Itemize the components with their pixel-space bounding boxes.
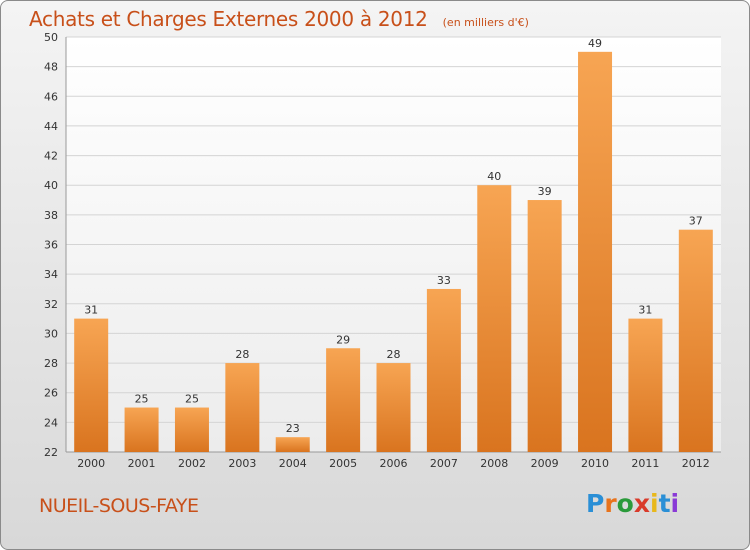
y-tick-label: 32 — [44, 298, 58, 311]
y-tick-label: 34 — [44, 268, 58, 281]
bar — [275, 437, 310, 452]
x-tick-label: 2004 — [279, 457, 307, 470]
y-tick-label: 42 — [44, 150, 58, 163]
bar — [628, 318, 663, 452]
bar — [326, 348, 361, 452]
data-label: 29 — [336, 333, 350, 346]
y-tick-label: 22 — [44, 446, 58, 459]
y-tick-label: 24 — [44, 416, 58, 429]
y-tick-label: 50 — [44, 31, 58, 44]
y-tick-label: 26 — [44, 387, 58, 400]
x-tick-label: 2000 — [77, 457, 105, 470]
x-tick-label: 2003 — [228, 457, 256, 470]
y-tick-label: 36 — [44, 239, 58, 252]
bar — [527, 200, 562, 452]
bar — [225, 363, 260, 452]
bar — [578, 51, 613, 452]
bar — [678, 229, 713, 452]
x-tick-label: 2012 — [682, 457, 710, 470]
x-tick-label: 2005 — [329, 457, 357, 470]
bar — [376, 363, 411, 452]
data-label: 49 — [588, 37, 602, 50]
logo-letter: P — [586, 489, 605, 518]
data-label: 31 — [84, 304, 98, 317]
y-tick-label: 40 — [44, 179, 58, 192]
logo-letter: o — [616, 489, 634, 518]
x-tick-label: 2011 — [631, 457, 659, 470]
x-tick-label: 2002 — [178, 457, 206, 470]
logo-letter: x — [633, 489, 650, 518]
x-tick-label: 2006 — [380, 457, 408, 470]
data-label: 37 — [689, 215, 703, 228]
data-label: 39 — [538, 185, 552, 198]
chart-title: Achats et Charges Externes 2000 à 2012 — [29, 7, 428, 31]
data-label: 25 — [135, 393, 149, 406]
y-tick-label: 38 — [44, 209, 58, 222]
data-label: 23 — [286, 422, 300, 435]
x-tick-label: 2007 — [430, 457, 458, 470]
y-tick-label: 44 — [44, 120, 58, 133]
data-label: 33 — [437, 274, 451, 287]
logo-letter: t — [658, 489, 671, 518]
data-label: 25 — [185, 393, 199, 406]
chart-unit: (en milliers d'€) — [442, 16, 529, 29]
title-row: Achats et Charges Externes 2000 à 2012 (… — [29, 7, 529, 31]
data-label: 40 — [487, 170, 501, 183]
data-label: 31 — [638, 304, 652, 317]
commune-name: NUEIL-SOUS-FAYE — [39, 495, 199, 517]
bar — [74, 318, 109, 452]
y-tick-label: 30 — [44, 327, 58, 340]
bar — [174, 407, 209, 452]
y-tick-label: 46 — [44, 90, 58, 103]
x-tick-label: 2001 — [128, 457, 156, 470]
logo-letter: i — [650, 489, 659, 518]
y-tick-label: 48 — [44, 61, 58, 74]
logo-letter: i — [670, 489, 680, 518]
y-tick-label: 28 — [44, 357, 58, 370]
data-label: 28 — [387, 348, 401, 361]
data-label: 28 — [235, 348, 249, 361]
bar — [477, 185, 512, 452]
x-tick-label: 2009 — [531, 457, 559, 470]
bar — [124, 407, 159, 452]
x-tick-label: 2010 — [581, 457, 609, 470]
logo-letter: r — [604, 489, 617, 518]
proxiti-logo[interactable]: Proxiti — [586, 489, 679, 518]
bar — [426, 288, 461, 452]
x-tick-label: 2008 — [480, 457, 508, 470]
